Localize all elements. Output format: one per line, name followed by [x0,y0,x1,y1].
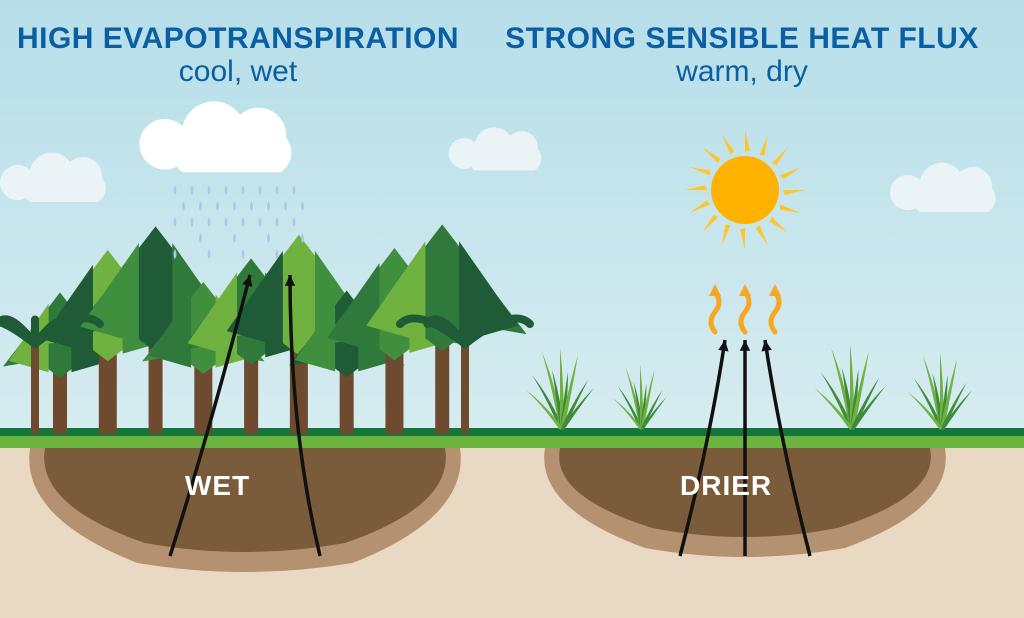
left-title: HIGH EVAPOTRANSPIRATION [8,22,468,55]
left-subtitle: cool, wet [8,55,468,88]
left-title-block: HIGH EVAPOTRANSPIRATION cool, wet [8,22,468,88]
diagram-stage: HIGH EVAPOTRANSPIRATION cool, wet STRONG… [0,0,1024,618]
left-soil-label: WET [185,470,250,502]
right-title: STRONG SENSIBLE HEAT FLUX [492,22,992,55]
right-soil-label: DRIER [680,470,772,502]
right-title-block: STRONG SENSIBLE HEAT FLUX warm, dry [492,22,992,88]
scene-svg [0,0,1024,618]
right-subtitle: warm, dry [492,55,992,88]
grass-light-strip [0,436,1024,448]
